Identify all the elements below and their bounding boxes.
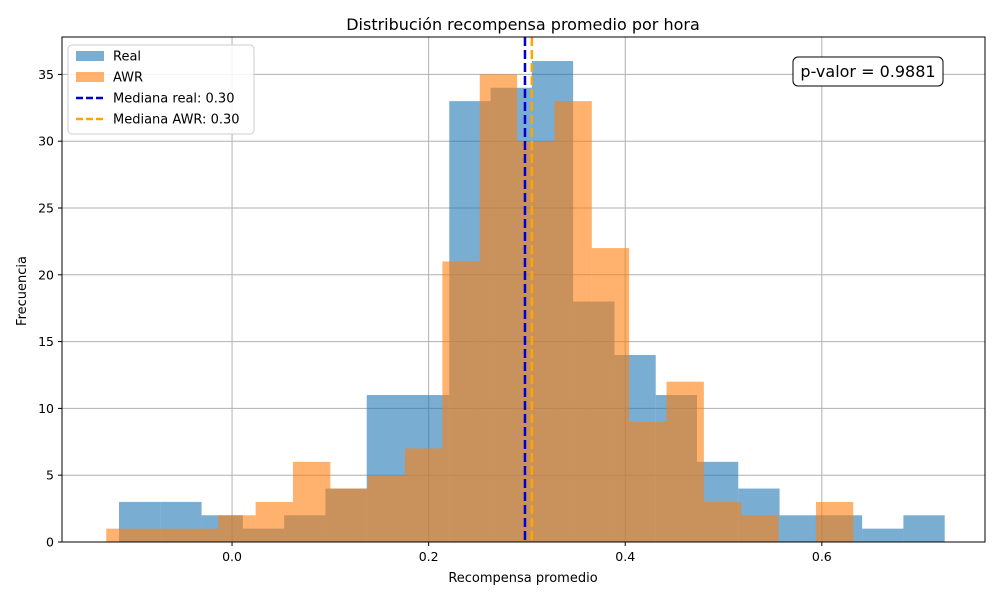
plot-frame — [61, 36, 986, 543]
x-axis-label: Recompensa promedio — [448, 571, 597, 586]
bar-awr-1 — [143, 528, 181, 542]
bar-real-18 — [862, 528, 904, 542]
y-tick-label-7: 35 — [38, 67, 54, 82]
bar-real-19 — [903, 515, 945, 542]
y-tick-label-5: 25 — [38, 201, 54, 216]
legend-median-label-1: Mediana AWR: 0.30 — [113, 113, 240, 128]
legend-label-real: Real — [113, 50, 141, 65]
x-tick-label-3: 0.6 — [812, 549, 832, 564]
bar-awr-6 — [330, 488, 368, 542]
bar-awr-5 — [292, 461, 331, 542]
p-value-annotation: p-valor = 0.9881 — [792, 56, 944, 87]
x-axis-ticks: 0.0 0.2 0.4 0.6 — [222, 542, 832, 564]
y-tick-label-4: 20 — [38, 267, 54, 282]
x-tick-label-2: 0.4 — [615, 549, 635, 564]
bar-awr-3 — [218, 515, 256, 542]
bar-awr-17 — [741, 515, 779, 542]
legend-swatch-real — [76, 51, 104, 61]
bar-awr-2 — [180, 528, 219, 542]
y-tick-label-3: 15 — [38, 334, 54, 349]
bar-awr-9 — [442, 261, 480, 542]
y-tick-label-2: 10 — [38, 401, 54, 416]
bar-awr-14 — [629, 421, 667, 542]
x-tick-label-0: 0.0 — [222, 549, 242, 564]
bar-awr-8 — [405, 448, 443, 542]
chart-title: Distribución recompensa promedio por hor… — [346, 15, 700, 34]
legend-swatch-awr — [76, 72, 104, 82]
annotation-text: p-valor = 0.9881 — [800, 62, 935, 81]
y-axis-label: Frecuencia — [15, 256, 30, 326]
y-axis-ticks: 0 5 10 15 20 25 30 35 — [38, 67, 62, 550]
legend-median-label-0: Mediana real: 0.30 — [113, 92, 234, 107]
bar-awr-12 — [554, 101, 592, 542]
bar-awr-13 — [591, 248, 630, 542]
legend-label-awr: AWR — [113, 71, 143, 86]
bar-awr-0 — [106, 528, 144, 542]
legend: Real AWR Mediana real: 0.30 Mediana AWR: 0.… — [67, 44, 255, 135]
y-tick-label-0: 0 — [46, 535, 54, 550]
bar-awr-19 — [815, 501, 854, 542]
series-awr-bars — [106, 74, 854, 542]
bar-awr-10 — [479, 74, 518, 542]
y-tick-label-1: 5 — [46, 468, 54, 483]
annotation-box — [792, 56, 944, 87]
legend-box — [67, 44, 255, 135]
bar-awr-15 — [666, 381, 704, 542]
bar-awr-4 — [255, 501, 293, 542]
median-lines — [523, 37, 534, 542]
x-tick-label-1: 0.2 — [419, 549, 439, 564]
bar-awr-11 — [517, 141, 555, 542]
bar-awr-7 — [367, 475, 406, 542]
y-tick-label-6: 30 — [38, 134, 54, 149]
bar-real-16 — [779, 515, 821, 542]
bar-awr-16 — [703, 501, 742, 542]
